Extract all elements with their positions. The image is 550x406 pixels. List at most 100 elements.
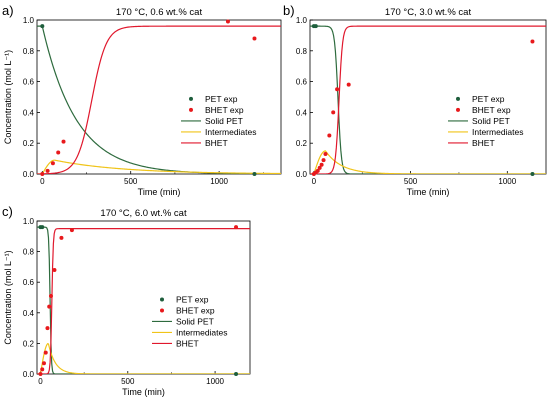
chart-title: 170 °C, 0.6 wt.% cat bbox=[116, 7, 203, 18]
y-tick-label: 0.2 bbox=[23, 339, 35, 348]
data-point-bhet-exp bbox=[327, 133, 332, 138]
data-point-bhet-exp bbox=[317, 165, 322, 170]
data-point-bhet-exp bbox=[47, 304, 52, 309]
data-point-bhet-exp bbox=[252, 36, 257, 41]
y-tick-label: 1.0 bbox=[23, 217, 35, 226]
legend-marker bbox=[189, 96, 193, 101]
data-point-bhet-exp bbox=[38, 372, 43, 376]
y-tick-label: 0.4 bbox=[23, 309, 35, 318]
data-point-bhet-exp bbox=[321, 158, 326, 163]
y-tick-label: 0.6 bbox=[23, 278, 35, 287]
data-point-bhet-exp bbox=[52, 267, 57, 272]
y-axis-label: Concentration (mol L⁻¹) bbox=[3, 250, 13, 344]
x-tick-label: 1000 bbox=[210, 177, 228, 186]
data-point-bhet-exp bbox=[41, 361, 46, 366]
legend-label: BHET exp bbox=[205, 105, 244, 115]
y-tick-label: 0.0 bbox=[23, 170, 35, 179]
y-tick-label: 0.8 bbox=[23, 47, 35, 56]
y-tick-label: 0.8 bbox=[296, 47, 308, 56]
series-line-bhet bbox=[37, 25, 281, 174]
data-point-bhet-exp bbox=[319, 162, 324, 167]
legend-marker bbox=[160, 308, 164, 313]
legend-label: Intermediates bbox=[205, 127, 257, 137]
data-point-bhet-exp bbox=[59, 235, 64, 240]
x-axis-label: Time (min) bbox=[138, 187, 181, 197]
data-point-bhet-exp bbox=[331, 110, 336, 115]
data-point-bhet-exp bbox=[234, 225, 239, 230]
x-tick-label: 500 bbox=[404, 177, 418, 186]
data-point-bhet-exp bbox=[48, 293, 53, 298]
series-line-solid-pet bbox=[37, 226, 250, 374]
x-tick-label: 500 bbox=[124, 177, 138, 186]
series-line-intermediates bbox=[310, 150, 546, 174]
series-line-bhet bbox=[37, 228, 250, 374]
y-tick-label: 1.0 bbox=[296, 16, 308, 25]
y-tick-label: 0.8 bbox=[23, 248, 35, 257]
y-tick-label: 0.2 bbox=[296, 139, 308, 148]
data-point-pet-exp bbox=[252, 172, 257, 176]
y-tick-label: 0.6 bbox=[23, 78, 35, 87]
x-tick-label: 1000 bbox=[498, 177, 516, 186]
panel-label: b) bbox=[283, 3, 295, 18]
data-point-pet-exp bbox=[40, 24, 45, 29]
plot-frame bbox=[36, 220, 251, 375]
data-point-bhet-exp bbox=[225, 19, 230, 24]
data-point-pet-exp bbox=[313, 24, 318, 29]
legend-label: Intermediates bbox=[472, 127, 524, 137]
legend-label: PET exp bbox=[472, 94, 505, 104]
data-point-bhet-exp bbox=[45, 168, 50, 173]
series-line-solid-pet bbox=[37, 25, 281, 174]
data-point-bhet-exp bbox=[323, 151, 328, 156]
data-point-bhet-exp bbox=[40, 367, 45, 372]
legend-label: Intermediates bbox=[176, 327, 228, 337]
legend-label: PET exp bbox=[176, 294, 209, 304]
chart-panel-3: c) 170 °C, 6.0 wt.% cat 0.0 0.2 0.4 0.6 0.8 1.0… bbox=[2, 204, 251, 397]
series-line-bhet bbox=[310, 25, 546, 174]
data-point-bhet-exp bbox=[56, 150, 61, 155]
x-tick-label: 1000 bbox=[206, 377, 224, 386]
legend-label: BHET bbox=[205, 138, 228, 148]
legend-label: BHET exp bbox=[176, 305, 215, 315]
y-axis-label: Concentration (mol L⁻¹) bbox=[3, 50, 13, 144]
plot-frame bbox=[36, 19, 282, 175]
data-point-bhet-exp bbox=[335, 87, 340, 92]
y-tick-label: 0.6 bbox=[296, 78, 308, 87]
panel-label: a) bbox=[2, 3, 14, 18]
x-tick-label: 0 bbox=[312, 177, 317, 186]
x-axis-label: Time (min) bbox=[407, 187, 450, 197]
y-tick-label: 0.2 bbox=[23, 139, 35, 148]
legend-label: BHET bbox=[472, 138, 495, 148]
data-point-bhet-exp bbox=[50, 161, 55, 166]
legend-marker bbox=[189, 107, 193, 112]
data-point-bhet-exp bbox=[69, 228, 74, 233]
plot-frame bbox=[309, 19, 547, 175]
x-tick-label: 500 bbox=[121, 377, 135, 386]
data-point-pet-exp bbox=[530, 172, 535, 176]
series-line-intermediates bbox=[37, 343, 250, 374]
y-tick-label: 0.4 bbox=[296, 108, 308, 117]
legend-marker bbox=[160, 297, 164, 302]
legend-label: Solid PET bbox=[176, 316, 214, 326]
y-tick-label: 1.0 bbox=[23, 16, 35, 25]
legend-label: BHET bbox=[176, 338, 199, 348]
panel-label: c) bbox=[2, 204, 13, 219]
data-point-bhet-exp bbox=[45, 326, 50, 331]
series-line-solid-pet bbox=[310, 25, 546, 174]
chart-panel-2: b) 170 °C, 3.0 wt.% cat 0.0 0.2 0.4 0.6 0.8 1.0… bbox=[283, 3, 547, 197]
x-axis-label: Time (min) bbox=[122, 387, 165, 397]
chart-title: 170 °C, 3.0 wt.% cat bbox=[385, 7, 472, 18]
legend-label: BHET exp bbox=[472, 105, 511, 115]
data-point-bhet-exp bbox=[315, 168, 320, 173]
y-tick-label: 0.0 bbox=[296, 170, 308, 179]
x-tick-label: 0 bbox=[38, 377, 43, 386]
y-tick-label: 0.0 bbox=[23, 370, 35, 379]
data-point-pet-exp bbox=[40, 225, 45, 230]
data-point-bhet-exp bbox=[530, 39, 535, 44]
data-point-pet-exp bbox=[234, 372, 239, 376]
y-tick-label: 0.4 bbox=[23, 108, 35, 117]
legend-label: Solid PET bbox=[472, 116, 510, 126]
data-point-bhet-exp bbox=[346, 82, 351, 87]
legend-marker bbox=[456, 96, 460, 101]
data-point-bhet-exp bbox=[40, 172, 45, 176]
